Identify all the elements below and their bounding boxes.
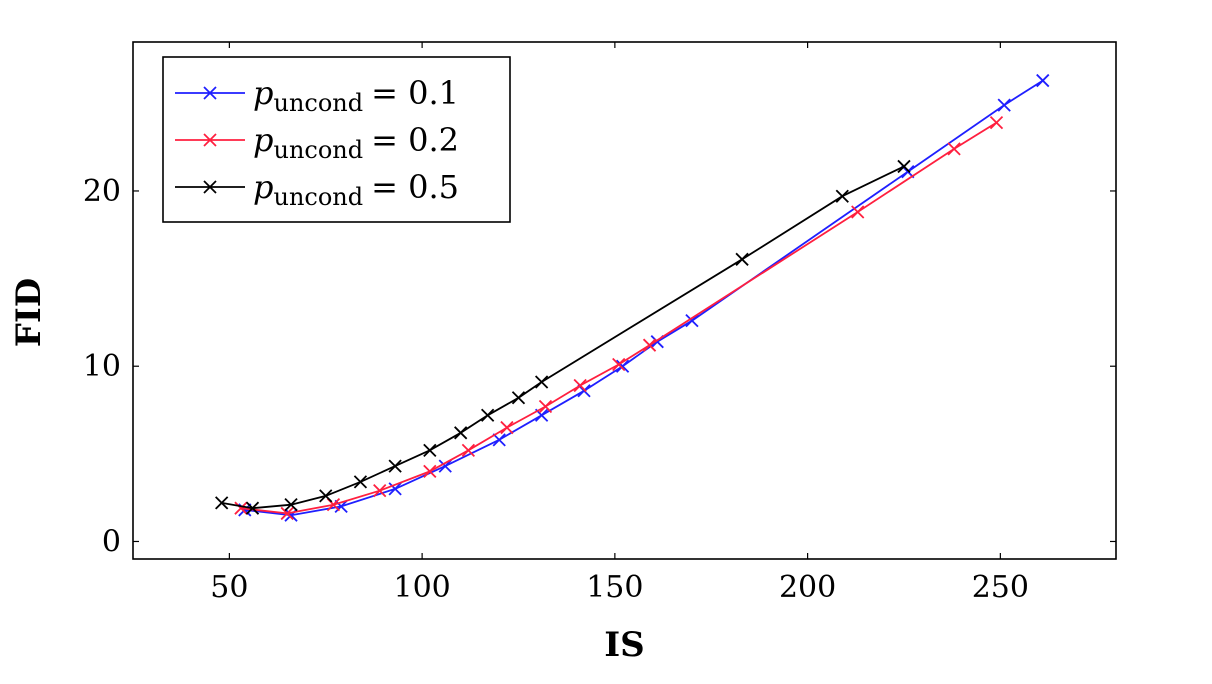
x-tick-label: 100 (393, 570, 450, 605)
legend-label-value: = 0.1 (371, 74, 459, 112)
data-point-marker (534, 408, 549, 422)
data-point-marker (685, 314, 699, 328)
legend-label-var: p (253, 168, 273, 206)
x-tick-label: 50 (210, 570, 248, 605)
data-point-marker (534, 375, 549, 389)
legend-entry-3: puncond = 0.5 (175, 168, 459, 211)
data-point-marker (284, 498, 298, 512)
data-point-marker (851, 205, 865, 219)
data-point-marker (388, 459, 402, 473)
data-point-marker (642, 338, 657, 352)
legend-label-subscript: uncond (273, 89, 363, 117)
data-point-marker (326, 498, 341, 512)
series-line (221, 165, 905, 510)
x-tick-label: 200 (779, 570, 836, 605)
data-point-marker (334, 499, 348, 514)
legend-marker (203, 180, 217, 194)
series-layer (215, 73, 1050, 522)
legend-label-var: p (253, 74, 273, 112)
series-1 (238, 73, 1050, 522)
data-point-marker (423, 464, 437, 479)
y-axis-label: FID (9, 278, 49, 348)
data-point-marker (215, 496, 229, 510)
data-point-marker (997, 98, 1011, 112)
x-tick-label: 250 (972, 570, 1029, 605)
data-point-marker (538, 399, 553, 414)
series-3 (215, 159, 911, 515)
data-point-marker (989, 115, 1004, 130)
data-point-marker (245, 501, 260, 515)
y-tick-label: 0 (102, 524, 121, 559)
y-tick-label: 20 (83, 174, 121, 209)
legend-marker (203, 86, 217, 100)
legend-label-value: = 0.5 (371, 168, 459, 206)
data-point-marker (500, 420, 514, 435)
legend-label: puncond = 0.5 (253, 168, 459, 211)
data-point-marker (238, 503, 252, 517)
data-point-marker (511, 391, 526, 405)
data-point-marker (577, 384, 591, 398)
y-tick-label: 10 (83, 349, 121, 384)
legend-label-value: = 0.2 (371, 121, 459, 159)
data-point-marker (1036, 73, 1050, 88)
data-point-marker (373, 484, 387, 498)
data-point-marker (481, 408, 495, 422)
data-point-marker (438, 459, 452, 473)
data-point-marker (388, 482, 402, 496)
data-point-marker (454, 426, 468, 440)
plot-frame (132, 41, 1117, 560)
data-point-marker (461, 443, 476, 457)
data-point-marker (612, 357, 626, 372)
legend-label: puncond = 0.1 (253, 74, 459, 117)
data-point-marker (901, 165, 915, 179)
series-line (240, 121, 997, 515)
series-line (244, 79, 1044, 517)
data-point-marker (234, 501, 248, 515)
legend-label-subscript: uncond (273, 183, 363, 211)
legend-entry-2: puncond = 0.2 (175, 121, 459, 164)
data-point-marker (319, 489, 333, 503)
ticks-layer: 50 100 150 200 250 0 10 20 (83, 42, 1116, 605)
legend-label-var: p (253, 121, 273, 159)
data-point-marker (897, 159, 911, 174)
data-point-marker (615, 359, 630, 373)
x-axis-label: IS (604, 625, 644, 665)
x-tick-label: 150 (586, 570, 643, 605)
data-point-marker (573, 378, 587, 393)
legend-entry-1: puncond = 0.1 (175, 74, 459, 117)
series-2 (234, 115, 1004, 521)
data-point-marker (835, 189, 849, 203)
legend-marker (203, 133, 217, 147)
data-point-marker (353, 475, 368, 489)
legend-label-subscript: uncond (273, 136, 363, 164)
legend-label: puncond = 0.2 (253, 121, 459, 164)
data-point-marker (423, 443, 437, 457)
data-point-marker (947, 142, 961, 156)
data-point-marker (735, 252, 749, 266)
data-point-marker (280, 506, 294, 521)
data-point-marker (492, 433, 506, 447)
